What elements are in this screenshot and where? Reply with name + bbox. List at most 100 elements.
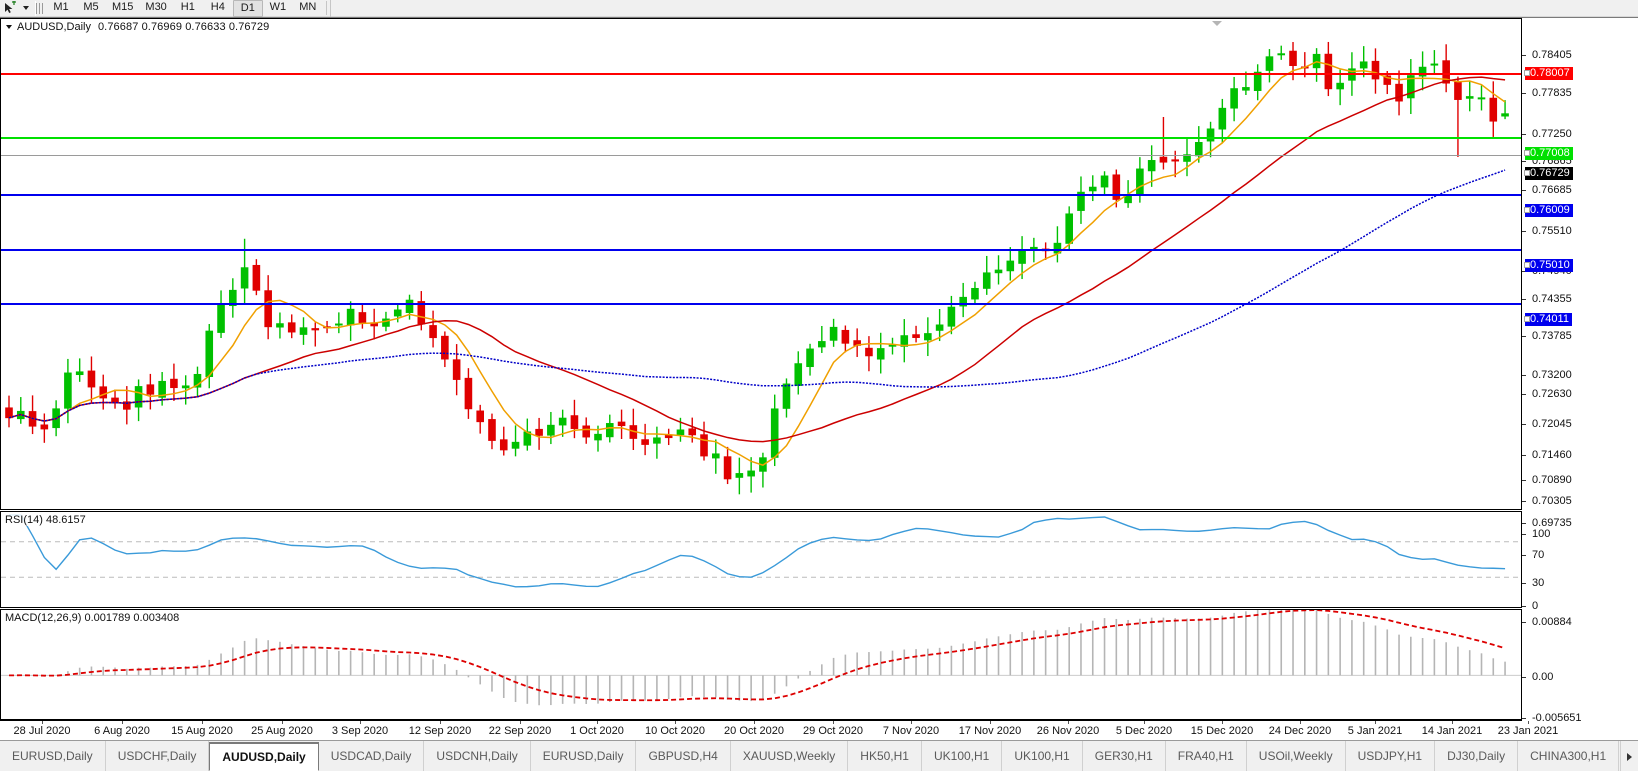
timeframe-button-m30[interactable]: M30 xyxy=(145,1,167,13)
price-tag-handle[interactable] xyxy=(1524,70,1530,76)
date-axis-label: 12 Sep 2020 xyxy=(408,725,472,737)
chart-tab-usoil-weekly[interactable]: USOil,Weekly xyxy=(1247,741,1346,771)
rsi-tick-label: 0 xyxy=(1522,600,1538,612)
chart-tab-label: USOil,Weekly xyxy=(1258,749,1333,763)
chart-tab-label: USDJPY,H1 xyxy=(1357,749,1423,763)
price-pane[interactable]: AUDUSD,Daily 0.76687 0.76969 0.76633 0.7… xyxy=(0,18,1522,510)
price-tick-label: 0.71460 xyxy=(1522,449,1572,461)
date-axis-label: 26 Nov 2020 xyxy=(1036,725,1100,737)
chart-tab-dj30-daily[interactable]: DJ30,Daily xyxy=(1435,741,1519,771)
crosshair-cursor-icon[interactable] xyxy=(2,0,20,16)
date-axis-label: 23 Jan 2021 xyxy=(1497,725,1559,737)
chart-tab-gbpusd-h4[interactable]: GBPUSD,H4 xyxy=(636,741,731,771)
price-tick-label: 0.70890 xyxy=(1522,474,1572,486)
date-tick xyxy=(754,721,755,724)
chart-tab-eurusd-daily[interactable]: EURUSD,Daily xyxy=(531,741,637,771)
price-tick-label: 0.73785 xyxy=(1522,330,1572,342)
macd-pane[interactable]: MACD(12,26,9) 0.001789 0.003408 xyxy=(0,609,1522,720)
level-line-green[interactable] xyxy=(1,137,1521,139)
candlestick-plot xyxy=(5,41,1509,495)
level-line-blue-1[interactable] xyxy=(1,194,1521,196)
toolbar-grip[interactable] xyxy=(35,0,43,16)
pane-splitter-marker[interactable] xyxy=(1212,21,1222,26)
chart-tab-label: AUDUSD,Daily xyxy=(222,750,306,764)
price-tag-0.74011[interactable]: 0.74011 xyxy=(1524,313,1572,326)
chart-tab-eurusd-daily[interactable]: EURUSD,Daily xyxy=(0,741,106,771)
chart-tab-usdchf-daily[interactable]: USDCHF,Daily xyxy=(106,741,210,771)
chart-tab-label: CHINA300,H1 xyxy=(1530,749,1607,763)
date-axis-label: 22 Sep 2020 xyxy=(488,725,552,737)
chart-tab-bar[interactable]: EURUSD,Daily USDCHF,Daily AUDUSD,Daily USDC… xyxy=(0,740,1638,771)
price-tag-value: 0.78007 xyxy=(1530,67,1570,79)
date-tick xyxy=(597,721,598,724)
chart-tab-usdjpy-h1[interactable]: USDJPY,H1 xyxy=(1346,741,1436,771)
price-tag-handle[interactable] xyxy=(1524,262,1530,268)
rsi-pane[interactable]: RSI(14) 48.6157 xyxy=(0,511,1522,608)
timeframe-button-h4[interactable]: H4 xyxy=(210,1,225,13)
date-tick xyxy=(990,721,991,724)
date-tick xyxy=(122,721,123,724)
timeframe-button-d1[interactable]: D1 xyxy=(232,0,263,17)
chart-tab-audusd-daily[interactable]: AUDUSD,Daily xyxy=(209,742,319,771)
bid-price-line xyxy=(1,155,1521,156)
date-tick xyxy=(911,721,912,724)
price-tag-value: 0.74011 xyxy=(1530,313,1569,325)
timeframe-button-mn[interactable]: MN xyxy=(299,1,317,13)
level-line-red[interactable] xyxy=(1,73,1521,75)
price-tick-label: 0.73200 xyxy=(1522,369,1572,381)
chart-tab-hk50-h1[interactable]: HK50,H1 xyxy=(848,741,922,771)
price-tag-handle[interactable] xyxy=(1524,150,1530,156)
date-axis-label: 15 Dec 2020 xyxy=(1190,725,1254,737)
chart-tab-china300-h1[interactable]: CHINA300,H1 xyxy=(1518,741,1620,771)
chart-tab-label: EURUSD,Daily xyxy=(542,749,624,763)
chart-tab-uk100-h1[interactable]: UK100,H1 xyxy=(922,741,1003,771)
chart-tab-label: UK100,H1 xyxy=(1014,749,1070,763)
date-axis-label: 25 Aug 2020 xyxy=(251,725,313,737)
chart-tab-uk100-h1[interactable]: UK100,H1 xyxy=(1002,741,1083,771)
chart-tab-label: FRA40,H1 xyxy=(1177,749,1234,763)
date-axis-label: 6 Aug 2020 xyxy=(94,725,150,737)
macd-tick-label: 0.00 xyxy=(1522,671,1553,683)
price-tag-0.77008[interactable]: 0.77008 xyxy=(1524,147,1573,160)
chart-tab-label: USDCNH,Daily xyxy=(436,749,518,763)
chevron-right-icon[interactable] xyxy=(1620,741,1638,771)
date-tick xyxy=(520,721,521,724)
chevron-down-icon[interactable] xyxy=(4,25,14,29)
timeframe-button-h1[interactable]: H1 xyxy=(180,1,195,13)
price-tag-handle[interactable] xyxy=(1524,316,1530,322)
date-axis-label: 15 Aug 2020 xyxy=(171,725,233,737)
level-line-blue-3[interactable] xyxy=(1,303,1521,305)
timeframe-button-m5[interactable]: M5 xyxy=(83,1,99,13)
level-line-blue-2[interactable] xyxy=(1,249,1521,251)
date-tick xyxy=(1375,721,1376,724)
price-tag-0.76009[interactable]: 0.76009 xyxy=(1524,204,1573,217)
timeframe-button-w1[interactable]: W1 xyxy=(269,1,287,13)
price-tag-0.78007[interactable]: 0.78007 xyxy=(1524,67,1573,80)
chart-tab-xauusd-weekly[interactable]: XAUUSD,Weekly xyxy=(731,741,849,771)
chart-tab-label: USDCHF,Daily xyxy=(117,749,197,763)
chart-tab-ger30-h1[interactable]: GER30,H1 xyxy=(1083,741,1166,771)
price-tick-label: 0.72045 xyxy=(1522,418,1572,430)
chart-tab-usdcnh-daily[interactable]: USDCNH,Daily xyxy=(424,741,531,771)
rsi-tick-label: 100 xyxy=(1522,528,1550,540)
price-tag-handle[interactable] xyxy=(1524,170,1530,176)
timeframe-button-m15[interactable]: M15 xyxy=(112,1,134,13)
timeframe-button-m1[interactable]: M1 xyxy=(53,1,69,13)
chevron-down-icon[interactable] xyxy=(20,1,31,16)
date-tick xyxy=(360,721,361,724)
date-axis[interactable]: 28 Jul 2020 6 Aug 2020 15 Aug 2020 25 Aug 2… xyxy=(0,720,1558,741)
price-tag-0.76729[interactable]: 0.76729 xyxy=(1524,167,1573,180)
date-tick xyxy=(1144,721,1145,724)
price-tag-handle[interactable] xyxy=(1524,207,1530,213)
date-tick xyxy=(42,721,43,724)
price-axis[interactable]: 0.78405 0.77835 0.77250 0.76865 0.76685 0.755… xyxy=(1522,18,1638,724)
price-tag-0.75010[interactable]: 0.75010 xyxy=(1524,259,1573,272)
chart-tab-label: GBPUSD,H4 xyxy=(648,749,718,763)
timeframe-group: M1 M5 M15 M30 H1 H4 D1 W1 MN xyxy=(46,0,330,17)
date-axis-label: 1 Oct 2020 xyxy=(570,725,624,737)
macd-label: MACD(12,26,9) 0.001789 0.003408 xyxy=(5,612,180,624)
date-axis-label: 7 Nov 2020 xyxy=(882,725,940,737)
chart-symbol-header[interactable]: AUDUSD,Daily 0.76687 0.76969 0.76633 0.7… xyxy=(1,19,270,34)
chart-tab-usdcad-daily[interactable]: USDCAD,Daily xyxy=(319,741,425,771)
chart-tab-fra40-h1[interactable]: FRA40,H1 xyxy=(1166,741,1247,771)
